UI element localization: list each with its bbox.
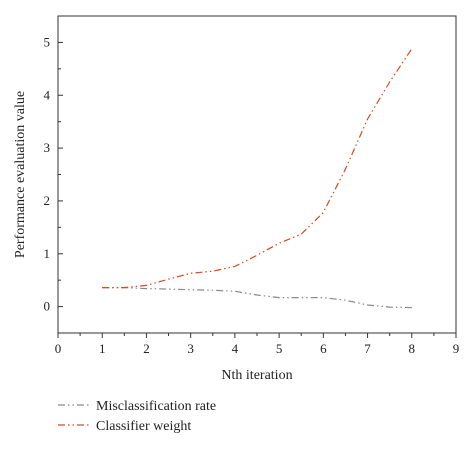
y-tick-label: 5 bbox=[44, 34, 51, 49]
y-axis-title: Performance evaluation value bbox=[13, 91, 28, 258]
y-tick-label: 3 bbox=[44, 140, 51, 155]
legend-label: Misclassification rate bbox=[96, 399, 216, 414]
x-tick-label: 0 bbox=[55, 341, 62, 356]
x-tick-label: 4 bbox=[232, 341, 239, 356]
x-tick-label: 7 bbox=[364, 341, 371, 356]
legend: Misclassification rate Classifier weight bbox=[58, 399, 216, 434]
x-tick-label: 8 bbox=[409, 341, 416, 356]
series-line-misclassification-rate bbox=[102, 287, 412, 309]
y-tick-label: 2 bbox=[44, 193, 51, 208]
series-lines bbox=[102, 48, 413, 309]
y-axis-ticks: 0 1 2 3 4 5 bbox=[44, 15, 63, 334]
x-axis-title: Nth iteration bbox=[221, 368, 292, 383]
x-tick-label: 5 bbox=[276, 341, 283, 356]
y-tick-label: 1 bbox=[44, 246, 51, 261]
x-axis-ticks: 0 1 2 3 4 5 6 7 8 9 bbox=[55, 333, 460, 356]
x-tick-label: 3 bbox=[187, 341, 194, 356]
y-tick-label: 4 bbox=[44, 87, 51, 102]
x-tick-label: 2 bbox=[143, 341, 150, 356]
x-tick-label: 9 bbox=[453, 341, 460, 356]
plot-frame bbox=[57, 15, 457, 334]
axes bbox=[57, 15, 457, 334]
legend-label: Classifier weight bbox=[96, 419, 191, 434]
x-tick-label: 6 bbox=[320, 341, 327, 356]
x-tick-label: 1 bbox=[99, 341, 106, 356]
series-line-classifier-weight bbox=[102, 48, 413, 289]
y-tick-label: 0 bbox=[44, 299, 51, 314]
